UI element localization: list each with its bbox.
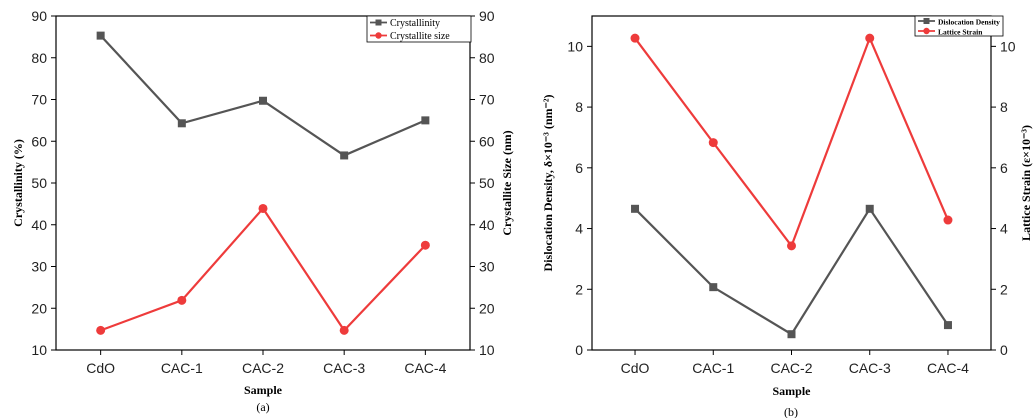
y-left-tick-label: 8 <box>575 99 583 115</box>
chart-panel-b: 0 0 2 2 4 4 6 6 8 8 10 10 CdO CAC-1 CAC-2 CAC-3 CAC-4 Sam… <box>541 15 1033 418</box>
y-left-tick-label: 20 <box>31 300 47 316</box>
x-axis-title: Sample <box>244 383 283 397</box>
y-left-tick-label: 10 <box>567 38 583 54</box>
data-point <box>259 96 267 105</box>
data-point <box>865 204 874 213</box>
x-tick-label: CdO <box>621 360 650 376</box>
y-left-tick-label: 2 <box>575 281 583 297</box>
legend-swatch-marker <box>923 27 930 35</box>
legend-swatch-marker <box>923 18 930 24</box>
x-axis-title: Sample <box>772 384 811 398</box>
data-point <box>708 138 718 148</box>
chart-panel-a: 10 10 20 20 30 30 40 40 50 50 60 60 70 70 80 80 90 90 CdO C… <box>11 8 514 414</box>
legend-label: Dislocation Density <box>938 17 1000 26</box>
data-point <box>96 325 106 335</box>
y-right-tick-label: 40 <box>479 217 495 233</box>
data-point <box>258 203 268 213</box>
x-tick-label: CAC-1 <box>161 360 203 376</box>
legend-box <box>366 15 472 43</box>
legend: Crystallinity Crystallite size <box>366 15 472 43</box>
legend-label: Crystallinity <box>390 18 440 29</box>
data-point <box>96 31 105 40</box>
y-left-tick-label: 60 <box>31 133 47 149</box>
legend-label: Crystallite size <box>390 31 450 42</box>
series-line-primary <box>99 34 426 157</box>
y-left-tick-label: 50 <box>31 175 47 191</box>
x-tick-label: CAC-4 <box>404 360 446 376</box>
y-left-tick-label: 40 <box>31 217 47 233</box>
y-right-axis-title: Crystallite Size (nm) <box>500 130 514 235</box>
data-point <box>630 33 640 43</box>
legend-swatch-marker <box>375 19 382 26</box>
y-left-tick-label: 0 <box>575 342 583 358</box>
y-right-tick-label: 90 <box>479 8 495 24</box>
x-tick-label: CdO <box>86 360 115 376</box>
y-right-tick-label: 4 <box>1000 221 1008 237</box>
y-left-tick-label: 90 <box>31 8 47 24</box>
panel-caption: (b) <box>784 405 798 418</box>
x-tick-label: CAC-3 <box>849 360 891 376</box>
data-point <box>709 283 718 292</box>
legend-label: Lattice Strain <box>938 27 983 36</box>
data-point <box>340 151 349 160</box>
legend-swatch-marker <box>375 32 382 39</box>
data-point <box>787 241 796 251</box>
data-point <box>865 33 875 43</box>
series-line-secondary <box>100 206 427 333</box>
y-left-tick-label: 30 <box>31 259 47 275</box>
y-right-tick-label: 10 <box>1000 38 1016 54</box>
y-right-tick-label: 10 <box>479 342 495 358</box>
y-right-tick-label: 80 <box>479 50 495 66</box>
legend-box <box>914 15 1004 37</box>
x-tick-label: CAC-3 <box>323 360 365 376</box>
data-point <box>787 330 796 339</box>
data-point <box>177 295 187 305</box>
y-left-tick-label: 6 <box>575 160 583 176</box>
y-right-tick-label: 30 <box>479 259 495 275</box>
plot-frame <box>55 15 471 351</box>
data-point <box>420 240 430 250</box>
x-tick-label: CAC-4 <box>927 360 969 376</box>
panel-caption: (a) <box>256 400 269 414</box>
y-left-tick-label: 10 <box>31 342 47 358</box>
y-left-axis-title: Crystallinity (%) <box>11 139 25 227</box>
y-left-tick-label: 80 <box>31 50 47 66</box>
data-point <box>177 119 186 128</box>
y-right-tick-label: 6 <box>1000 160 1008 176</box>
series-line-secondary <box>634 35 949 249</box>
y-right-tick-label: 70 <box>479 92 495 108</box>
y-right-tick-label: 2 <box>1000 281 1008 297</box>
series-line-primary <box>634 206 949 336</box>
y-left-axis-title: Dislocation Density, δ×10⁻³ (nm⁻²) <box>541 95 555 272</box>
data-point <box>339 325 349 335</box>
data-point <box>943 321 952 330</box>
data-point <box>421 116 430 125</box>
y-right-axis-title: Lattice Strain (ε×10⁻³) <box>1019 125 1033 241</box>
x-tick-label: CAC-2 <box>242 360 284 376</box>
y-right-tick-label: 20 <box>479 300 495 316</box>
data-point <box>631 204 640 213</box>
x-tick-label: CAC-1 <box>692 360 734 376</box>
y-right-tick-label: 50 <box>479 175 495 191</box>
y-right-tick-label: 8 <box>1000 99 1008 115</box>
y-left-tick-label: 70 <box>31 92 47 108</box>
y-right-tick-label: 0 <box>1000 342 1008 358</box>
y-left-tick-label: 4 <box>575 221 583 237</box>
data-point <box>943 215 953 225</box>
x-tick-label: CAC-2 <box>770 360 812 376</box>
y-right-tick-label: 60 <box>479 133 495 149</box>
